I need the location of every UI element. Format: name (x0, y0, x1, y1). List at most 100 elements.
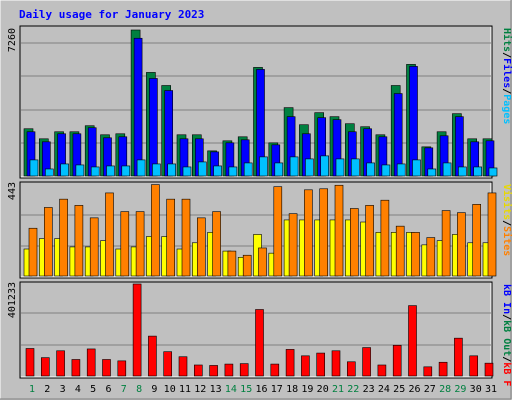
bar-sites (59, 198, 68, 277)
legend-mid: Visits/Sites (501, 184, 512, 256)
bar-kb-out (438, 361, 448, 377)
ymax-sites-label: 443 (7, 182, 18, 200)
bar-kb-out (132, 283, 142, 377)
x-tick-label: 19 (301, 384, 313, 395)
bar-pages (427, 168, 437, 177)
chart-title: Daily usage for January 2023 (19, 8, 204, 21)
bar-sites (227, 250, 237, 277)
bar-pages (136, 159, 146, 177)
bar-kb-out (377, 364, 387, 377)
x-tick-label: 26 (408, 384, 420, 395)
x-tick-label: 14 (225, 384, 237, 395)
bar-sites (43, 207, 53, 277)
bar-kb-out (285, 349, 295, 377)
bar-files (133, 37, 143, 177)
x-tick-label: 5 (90, 384, 96, 395)
legend-hits: Hits (501, 28, 512, 52)
legend-kb-in: kB In (501, 284, 512, 314)
bar-pages (213, 165, 222, 177)
x-tick-label: 1 (29, 384, 35, 395)
x-tick-label: 18 (286, 384, 298, 395)
legend-files: Files (501, 58, 512, 88)
x-tick-label: 8 (136, 384, 142, 395)
bar-sites (487, 192, 497, 277)
bar-sites (380, 199, 390, 277)
legend-sep: / (501, 356, 512, 362)
bar-sites (426, 237, 436, 277)
bar-pages (228, 166, 238, 177)
bar-kb-out (362, 347, 371, 377)
bar-kb-out (408, 305, 417, 377)
x-tick-label: 31 (485, 384, 497, 395)
legend-pages: Pages (501, 94, 512, 124)
bar-kb-out (270, 363, 280, 377)
bar-pages (167, 163, 176, 177)
bars (23, 29, 498, 377)
bar-pages (198, 161, 207, 177)
bar-kb-out (454, 337, 463, 377)
bar-pages (259, 156, 268, 177)
bar-sites (441, 210, 451, 277)
bar-sites (242, 254, 252, 277)
bar-sites (151, 184, 160, 277)
bar-sites (349, 208, 359, 277)
x-tick-label: 7 (121, 384, 127, 395)
bar-kb-out (224, 363, 234, 377)
legend-sep: / (501, 52, 512, 58)
bar-kb-out (423, 366, 433, 377)
bar-pages (274, 162, 284, 177)
bar-pages (90, 166, 100, 177)
bar-files (409, 66, 418, 177)
bar-pages (152, 163, 161, 177)
bar-sites (319, 188, 329, 277)
bar-pages (396, 163, 406, 177)
bar-pages (366, 162, 375, 177)
x-tick-label: 15 (240, 384, 252, 395)
bar-pages (243, 162, 253, 177)
bar-kb-out (209, 365, 218, 377)
bar-pages (182, 166, 192, 177)
ymax-hits-label: 7260 (7, 28, 18, 52)
bar-kb-out (316, 352, 326, 377)
bar-kb-out (86, 348, 96, 377)
bar-pages (106, 165, 115, 177)
x-tick-label: 23 (363, 384, 375, 395)
bar-sites (105, 192, 114, 277)
bar-kb-out (255, 309, 264, 377)
bar-files (149, 78, 158, 177)
bar-kb-out (301, 355, 310, 377)
x-tick-label: 27 (424, 384, 436, 395)
bar-sites (365, 205, 374, 277)
bar-kb-out (163, 351, 172, 377)
bar-kb-out (40, 357, 50, 377)
x-tick-label: 29 (454, 384, 466, 395)
legend-sep: / (501, 314, 512, 320)
bar-kb-out (25, 348, 35, 377)
bar-pages (488, 167, 498, 177)
bar-sites (212, 211, 221, 277)
bar-pages (458, 166, 467, 177)
bar-kb-out (117, 360, 127, 377)
bar-pages (75, 164, 85, 177)
bar-kb-out (178, 356, 188, 377)
bar-pages (442, 162, 452, 177)
x-tick-label: 6 (105, 384, 111, 395)
x-tick-label: 22 (347, 384, 359, 395)
legend-visits: Visits (501, 184, 512, 220)
legend-bot: kB In/kB Out/kB F (501, 284, 512, 386)
bar-sites (120, 211, 130, 277)
bar-pages (44, 168, 54, 177)
legend-top: Hits/Files/Pages (501, 28, 512, 124)
bar-kb-out (346, 361, 356, 377)
x-tick-label: 4 (75, 384, 81, 395)
bar-pages (412, 159, 421, 177)
legend-sep: / (501, 88, 512, 94)
bar-files (164, 90, 173, 177)
legend-kb-f: kB F (501, 362, 512, 386)
bar-sites (28, 227, 38, 277)
x-tick-label: 13 (210, 384, 222, 395)
legend-sep: / (501, 220, 512, 226)
bar-pages (60, 163, 69, 177)
x-tick-label: 20 (317, 384, 329, 395)
bar-pages (381, 164, 391, 177)
